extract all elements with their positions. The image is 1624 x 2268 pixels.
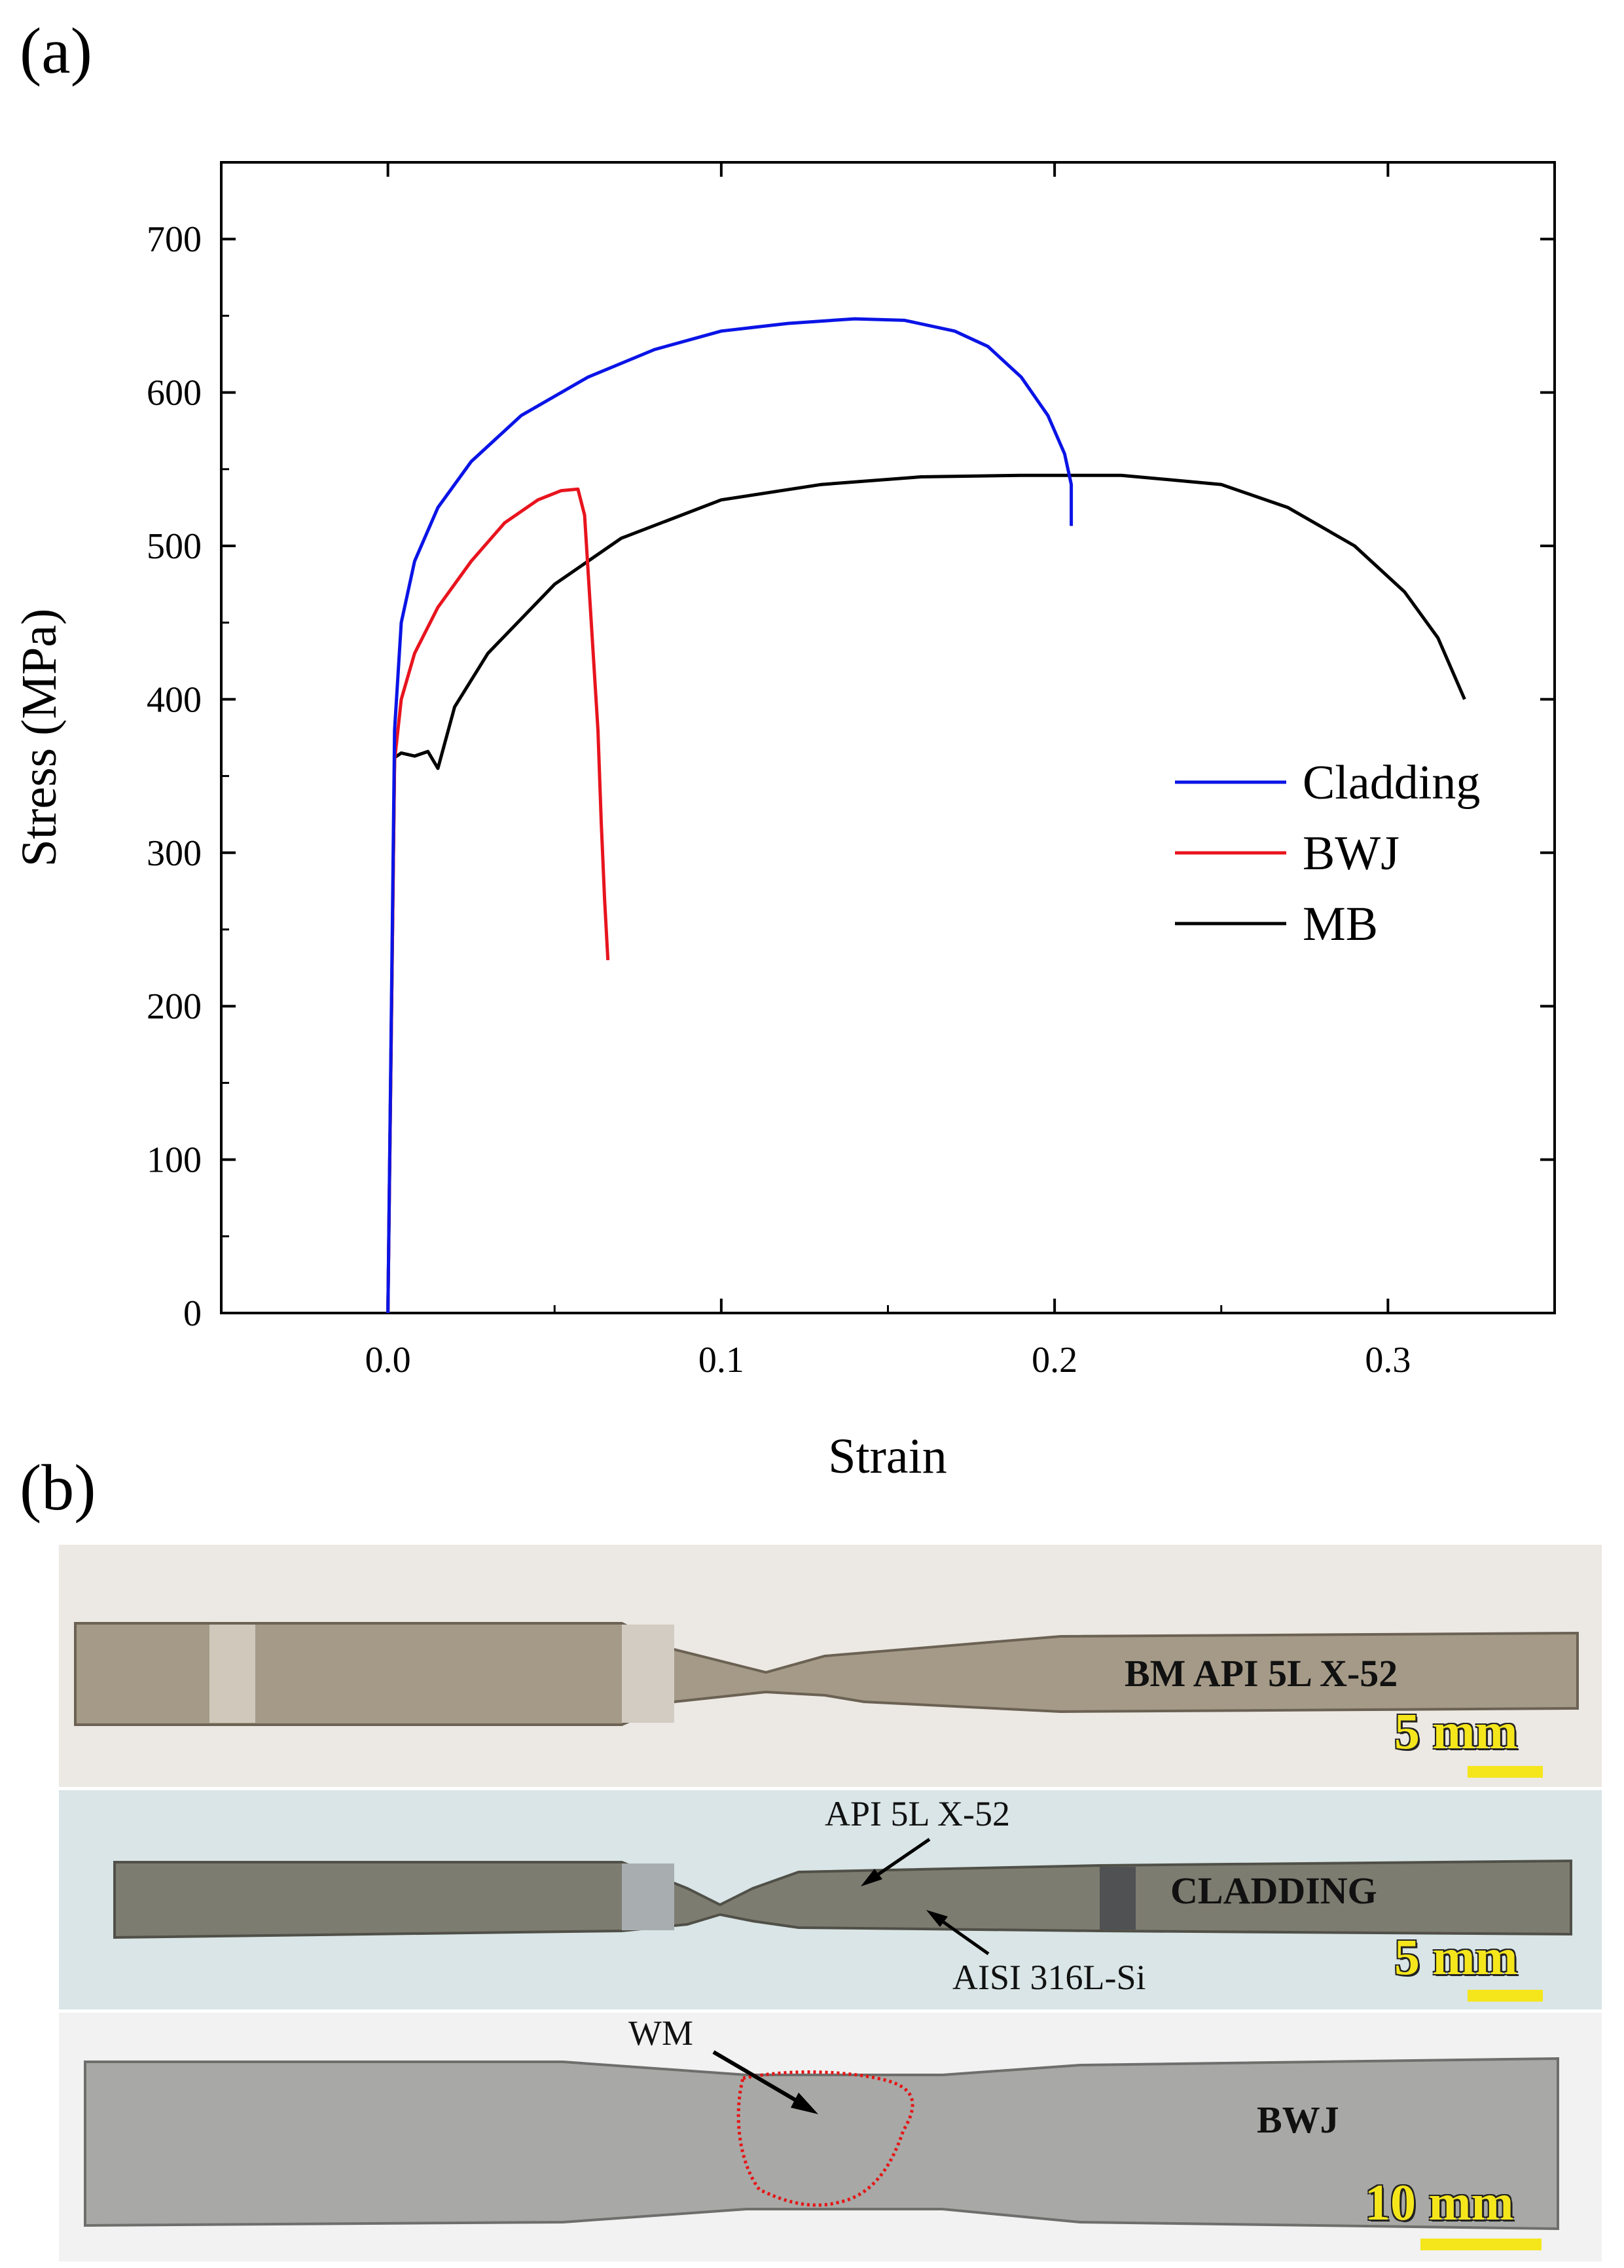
series-line-cladding: [386, 317, 1074, 1314]
scale-bar-cladding: [1468, 1990, 1543, 2002]
y-tick-label: 0: [183, 1293, 202, 1334]
y-tick-label: 300: [147, 833, 202, 874]
cladding-arrows: [861, 1837, 990, 1956]
legend-label-cladding: Cladding: [1303, 756, 1480, 810]
panel-b-label: (b): [20, 1451, 96, 1524]
y-tick-label: 600: [147, 373, 202, 414]
legend-label-mb: MB: [1303, 897, 1378, 951]
bwj-specimen-label: BWJ: [1257, 2098, 1339, 2141]
y-tick-label: 500: [147, 526, 202, 567]
cladding-specimen-shape: [113, 1859, 1572, 1939]
scale-text-cladding: 5 mm: [1394, 1928, 1518, 1985]
y-axis-label: Stress (MPa): [12, 609, 67, 867]
bwj-specimen-shape: [84, 2050, 1559, 2231]
bm-specimen-label: BM API 5L X-52: [1125, 1652, 1398, 1695]
annotation-aisi: AISI 316L-Si: [952, 1958, 1146, 1997]
scale-text-bwj: 10 mm: [1365, 2174, 1514, 2231]
x-tick-label: 0.2: [1032, 1340, 1077, 1380]
legend-label-bwj: BWJ: [1303, 827, 1399, 880]
y-tick-label: 200: [147, 986, 202, 1027]
y-tick-label: 100: [147, 1140, 202, 1181]
scale-bar-bm: [1468, 1766, 1543, 1778]
legend: Cladding BWJ MB: [1175, 756, 1480, 951]
annotation-wm: WM: [628, 2013, 693, 2053]
x-axis-label: Strain: [828, 1429, 947, 1484]
tick-labels: 0.0 0.1 0.2 0.3 0 100 200 300 400 500 600 700: [147, 219, 1411, 1380]
y-tick-label: 700: [147, 219, 202, 260]
axis-ticks: [220, 162, 1556, 1314]
stress-strain-chart: 0.0 0.1 0.2 0.3 0 100 200 300 400 500 600 700 Strai…: [12, 161, 1556, 1484]
plot-frame: [220, 161, 1556, 1314]
panel-a-label: (a): [20, 14, 92, 87]
series-line-mb: [386, 473, 1466, 1314]
x-tick-label: 0.3: [1365, 1340, 1411, 1380]
bm-specimen-shape: [74, 1622, 1579, 1726]
cladding-specimen-label: CLADDING: [1170, 1869, 1377, 1912]
photo-cladding-specimen: CLADDING API 5L X-52 AISI 316L-Si 5 mm: [59, 1790, 1602, 2009]
y-tick-label: 400: [147, 679, 202, 720]
photo-bm-specimen: BM API 5L X-52 5 mm: [59, 1545, 1602, 1787]
series-lines: [386, 317, 1466, 1314]
series-line-bwj: [386, 487, 610, 1314]
photo-bwj-specimen: WM BWJ 10 mm: [59, 2013, 1602, 2261]
scale-bar-bwj: [1420, 2239, 1542, 2250]
x-tick-label: 0.1: [698, 1340, 744, 1380]
x-tick-label: 0.0: [365, 1340, 411, 1380]
annotation-api: API 5L X-52: [825, 1794, 1010, 1833]
scale-text-bm: 5 mm: [1394, 1702, 1518, 1759]
